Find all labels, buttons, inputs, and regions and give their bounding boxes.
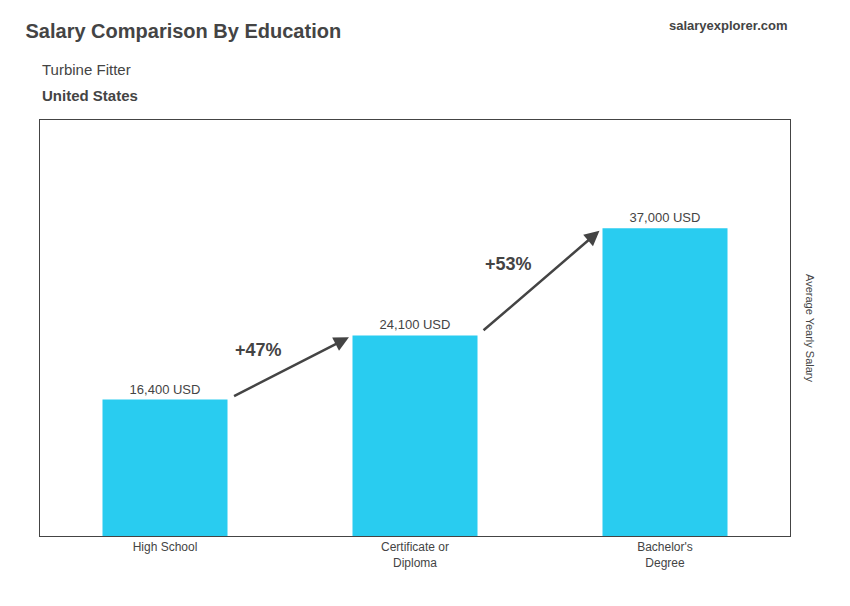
svg-text:+53%: +53% [485, 254, 532, 274]
svg-text:High School: High School [133, 540, 198, 554]
svg-text:United States: United States [42, 87, 138, 104]
svg-text:Salary Comparison By Education: Salary Comparison By Education [26, 20, 342, 42]
svg-text:Turbine Fitter: Turbine Fitter [42, 61, 131, 78]
svg-text:+47%: +47% [235, 340, 282, 360]
svg-text:24,100 USD: 24,100 USD [380, 317, 451, 332]
svg-text:salaryexplorer.com: salaryexplorer.com [669, 18, 788, 33]
svg-text:Certificate orDiploma: Certificate orDiploma [381, 540, 449, 570]
svg-text:Bachelor'sDegree: Bachelor'sDegree [637, 540, 693, 570]
svg-text:16,400 USD: 16,400 USD [130, 382, 201, 397]
svg-text:Average Yearly Salary: Average Yearly Salary [804, 274, 816, 383]
svg-text:37,000 USD: 37,000 USD [630, 210, 701, 225]
